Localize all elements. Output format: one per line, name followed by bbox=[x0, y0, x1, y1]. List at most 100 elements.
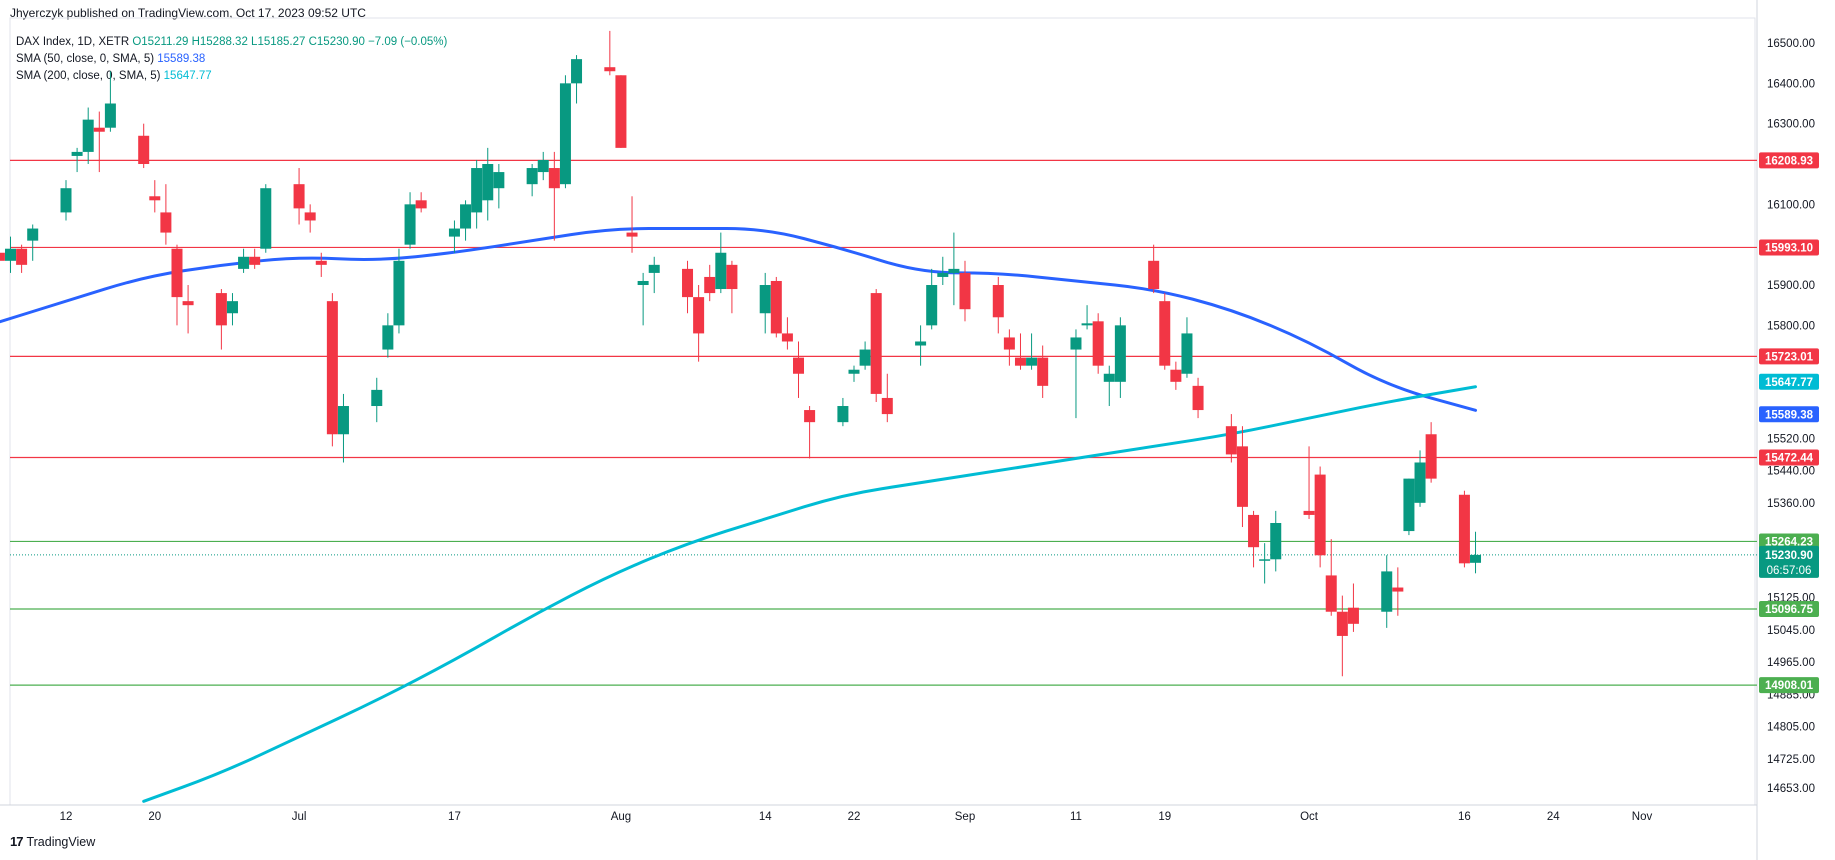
candle-down[interactable] bbox=[16, 248, 28, 265]
candle-down[interactable] bbox=[1092, 321, 1104, 366]
candle-up[interactable] bbox=[337, 406, 349, 435]
candle-up[interactable] bbox=[859, 349, 871, 366]
candle-down[interactable] bbox=[1325, 575, 1337, 612]
candle-up[interactable] bbox=[1259, 559, 1271, 561]
candle-up[interactable] bbox=[1414, 462, 1426, 503]
candle-down[interactable] bbox=[682, 268, 694, 298]
candle-down[interactable] bbox=[293, 184, 305, 209]
candle-down[interactable] bbox=[326, 301, 338, 435]
candle-down[interactable] bbox=[1336, 611, 1348, 636]
candle-up[interactable] bbox=[837, 406, 849, 423]
candle-down[interactable] bbox=[870, 293, 882, 394]
candle-down[interactable] bbox=[770, 280, 782, 334]
candle-up[interactable] bbox=[393, 260, 405, 326]
candle-down[interactable] bbox=[548, 168, 560, 189]
candle-down[interactable] bbox=[304, 212, 316, 221]
candle-down[interactable] bbox=[1314, 474, 1326, 556]
candle-up[interactable] bbox=[471, 168, 483, 213]
candle-down[interactable] bbox=[1148, 260, 1160, 290]
candle-down[interactable] bbox=[171, 248, 183, 298]
candle-up[interactable] bbox=[926, 285, 938, 326]
candle-down[interactable] bbox=[1014, 357, 1026, 366]
candle-down[interactable] bbox=[1248, 514, 1260, 548]
candle-up[interactable] bbox=[82, 119, 94, 152]
legend-sma200-row[interactable]: SMA (200, close, 0, SMA, 5) 15647.77 bbox=[16, 68, 447, 85]
candle-up[interactable] bbox=[260, 188, 272, 249]
candle-down[interactable] bbox=[1303, 510, 1315, 515]
candle-up[interactable] bbox=[948, 268, 960, 273]
candle-up[interactable] bbox=[71, 151, 83, 156]
candle-up[interactable] bbox=[915, 341, 927, 346]
candle-down[interactable] bbox=[881, 397, 893, 415]
legend-sma50-row[interactable]: SMA (50, close, 0, SMA, 5) 15589.38 bbox=[16, 51, 447, 68]
candle-up[interactable] bbox=[1270, 522, 1282, 560]
candle-up[interactable] bbox=[238, 256, 250, 269]
candle-down[interactable] bbox=[415, 200, 427, 209]
candle-down[interactable] bbox=[0, 252, 5, 261]
candle-down[interactable] bbox=[1225, 426, 1237, 455]
candle-down[interactable] bbox=[804, 410, 816, 423]
candle-up[interactable] bbox=[60, 188, 72, 213]
candle-up[interactable] bbox=[448, 228, 460, 237]
candle-up[interactable] bbox=[571, 59, 583, 84]
candle-up[interactable] bbox=[460, 204, 472, 229]
candle-up[interactable] bbox=[27, 228, 39, 241]
candle-up[interactable] bbox=[559, 83, 571, 185]
candle-down[interactable] bbox=[615, 75, 627, 148]
candle-up[interactable] bbox=[759, 285, 771, 314]
candle-up[interactable] bbox=[404, 204, 416, 245]
candle-up[interactable] bbox=[637, 280, 649, 286]
candle-down[interactable] bbox=[182, 301, 194, 306]
candle-down[interactable] bbox=[1392, 587, 1404, 592]
candle-up[interactable] bbox=[1114, 325, 1126, 382]
candle-down[interactable] bbox=[1159, 301, 1171, 366]
candle-up[interactable] bbox=[1081, 323, 1093, 326]
candle-up[interactable] bbox=[493, 172, 505, 189]
candle-up[interactable] bbox=[848, 369, 860, 374]
candle-down[interactable] bbox=[626, 232, 638, 237]
candle-up[interactable] bbox=[1070, 337, 1082, 350]
candle-up[interactable] bbox=[1181, 333, 1193, 374]
candle-down[interactable] bbox=[149, 196, 161, 201]
candle-up[interactable] bbox=[526, 168, 538, 185]
candle-down[interactable] bbox=[1037, 357, 1049, 386]
candle-up[interactable] bbox=[226, 301, 238, 314]
candle-down[interactable] bbox=[215, 293, 227, 326]
candle-down[interactable] bbox=[1425, 434, 1437, 479]
candle-down[interactable] bbox=[160, 212, 172, 233]
candle-down[interactable] bbox=[138, 135, 150, 165]
candle-down[interactable] bbox=[1192, 385, 1204, 411]
candle-down[interactable] bbox=[1236, 446, 1248, 507]
candle-up[interactable] bbox=[937, 272, 949, 277]
candle-down[interactable] bbox=[704, 276, 716, 294]
tradingview-logo[interactable]: 17 TradingView bbox=[10, 834, 95, 849]
candle-up[interactable] bbox=[1403, 478, 1415, 532]
candle-up[interactable] bbox=[104, 103, 116, 128]
candle-down[interactable] bbox=[781, 333, 793, 342]
candle-down[interactable] bbox=[1003, 337, 1015, 350]
candle-down[interactable] bbox=[1347, 607, 1359, 624]
candle-down[interactable] bbox=[726, 264, 738, 290]
candle-up[interactable] bbox=[1381, 571, 1393, 612]
candle-down[interactable] bbox=[793, 357, 805, 374]
candle-down[interactable] bbox=[959, 272, 971, 310]
candle-up[interactable] bbox=[5, 248, 17, 261]
candle-up[interactable] bbox=[482, 164, 494, 201]
candle-up[interactable] bbox=[537, 159, 549, 173]
candle-down[interactable] bbox=[693, 297, 705, 334]
candle-down[interactable] bbox=[93, 127, 105, 132]
candle-up[interactable] bbox=[715, 252, 727, 290]
candle-down[interactable] bbox=[315, 260, 327, 265]
candle-up[interactable] bbox=[1470, 554, 1482, 563]
candle-down[interactable] bbox=[1458, 494, 1470, 564]
candle-up[interactable] bbox=[1103, 373, 1115, 382]
candle-up[interactable] bbox=[371, 389, 383, 407]
candle-down[interactable] bbox=[1170, 369, 1182, 382]
candle-down[interactable] bbox=[604, 67, 616, 72]
candle-down[interactable] bbox=[992, 285, 1004, 318]
candle-down[interactable] bbox=[249, 256, 261, 265]
candle-up[interactable] bbox=[382, 325, 394, 350]
candle-up[interactable] bbox=[1026, 357, 1038, 366]
candle-up[interactable] bbox=[648, 264, 660, 273]
